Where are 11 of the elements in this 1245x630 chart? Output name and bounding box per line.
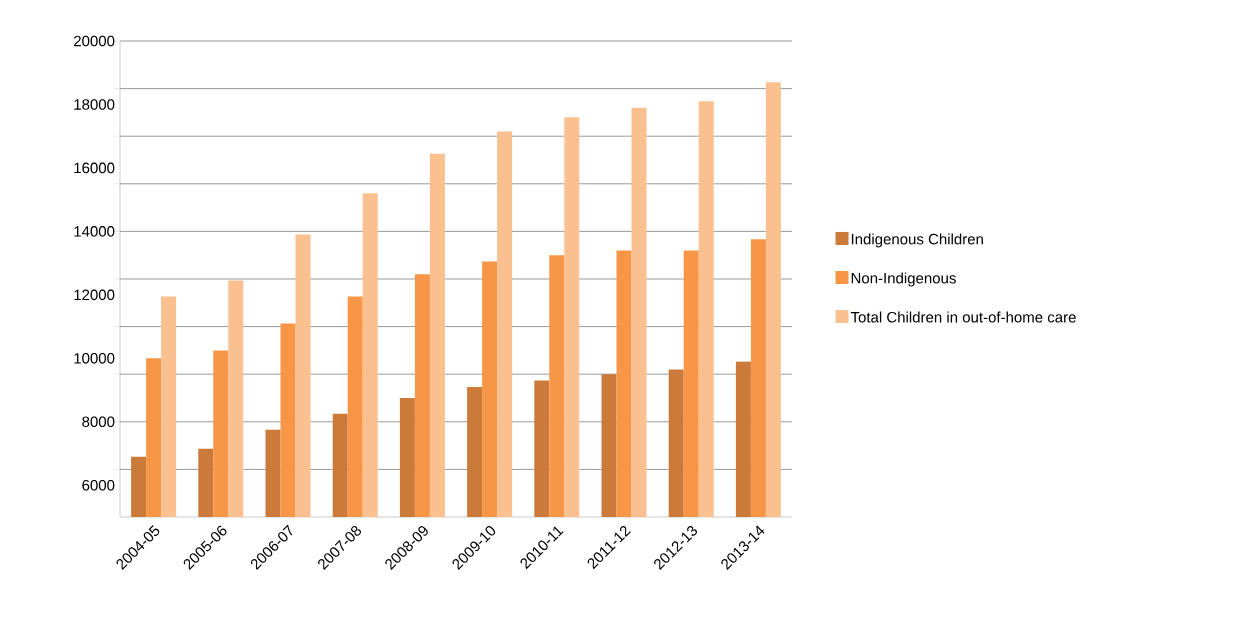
- y-tick-label: 12000: [74, 289, 115, 301]
- y-tick-label: 14000: [74, 226, 115, 237]
- y-tick-label: 8000: [82, 416, 115, 428]
- legend-label: Non-Indigenous: [851, 272, 956, 287]
- y-tick-label: 16000: [74, 162, 115, 174]
- y-tick-label: 10000: [74, 353, 115, 364]
- legend-label: Indigenous Children: [851, 233, 983, 248]
- y-tick-label: 6000: [82, 479, 115, 491]
- y-tick-label: 18000: [74, 99, 115, 110]
- legend-label: Total Children in out-of-home care: [850, 311, 1076, 323]
- y-tick-label: 20000: [74, 35, 115, 47]
